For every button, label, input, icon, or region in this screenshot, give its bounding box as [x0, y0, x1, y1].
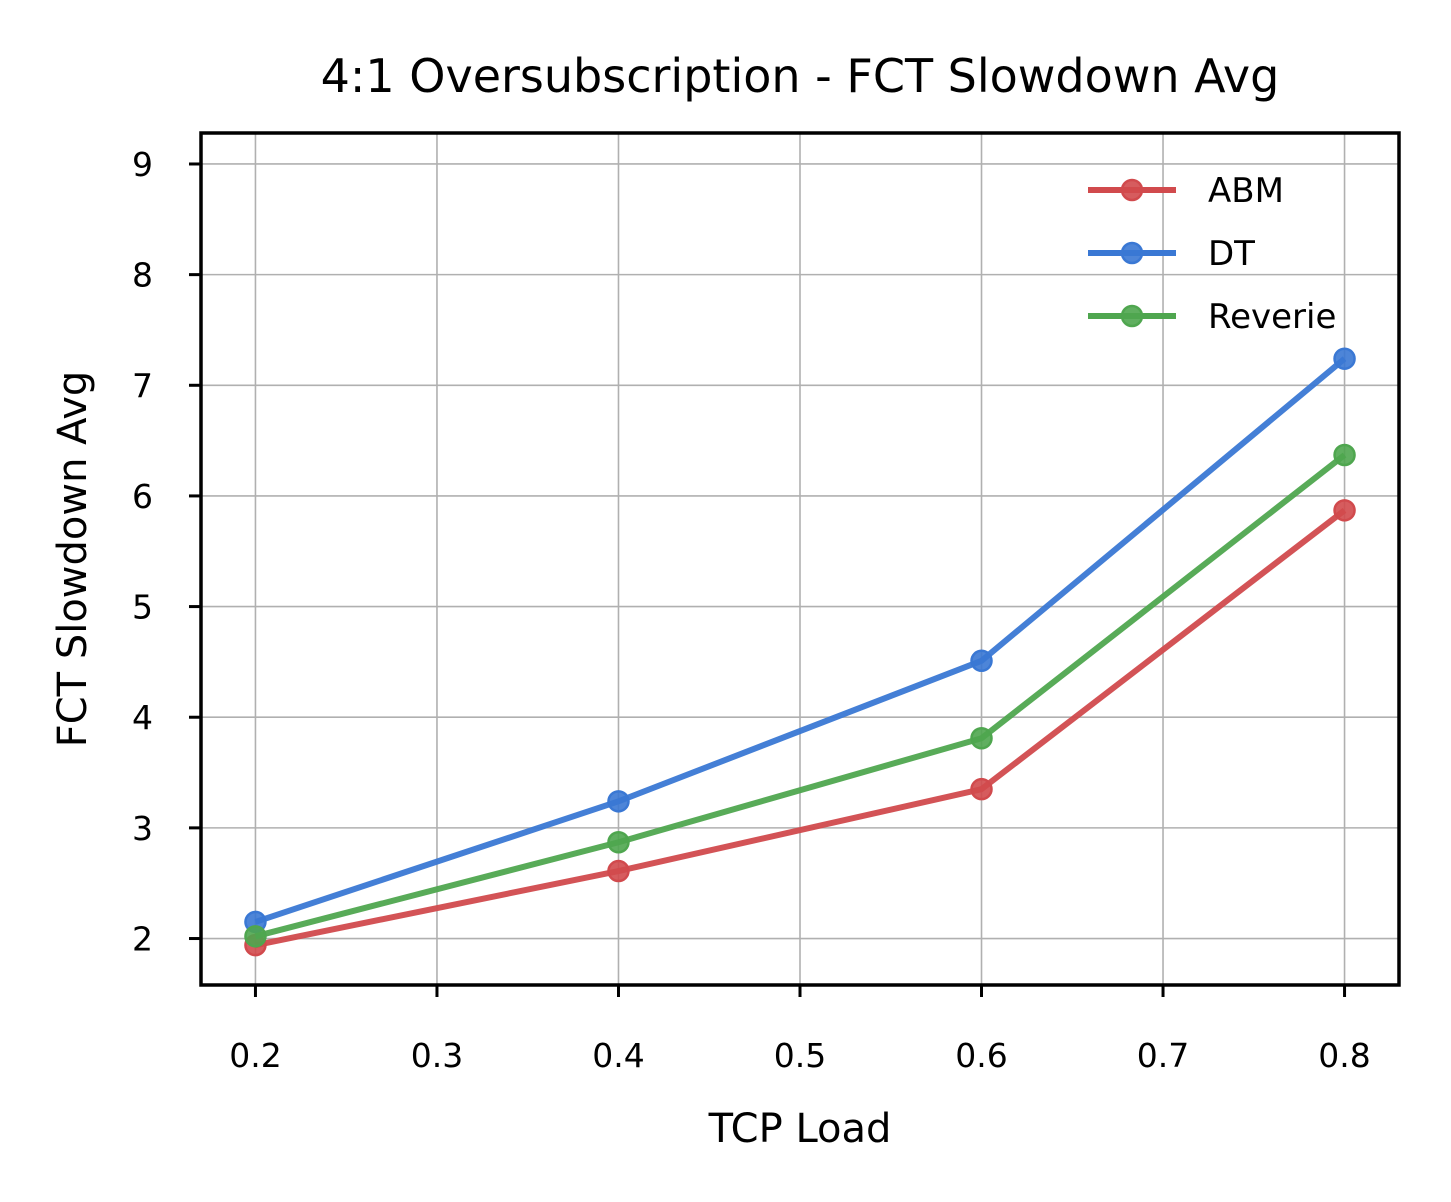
series-line [254, 452, 1347, 940]
x-tick-label: 0.4 [592, 1036, 644, 1075]
data-point [607, 859, 630, 883]
y-tick-label: 8 [132, 256, 153, 295]
data-point [1333, 347, 1356, 370]
legend-marker [1120, 304, 1144, 328]
legend-entry: DT [1088, 234, 1255, 274]
series-line [254, 356, 1347, 925]
y-tick-label: 5 [132, 588, 153, 627]
data-point [607, 790, 630, 813]
data-point [970, 649, 993, 673]
data-point [1333, 499, 1356, 522]
series-lines [244, 347, 1356, 957]
legend-entry: ABM [1088, 171, 1284, 211]
legend-marker [1120, 178, 1144, 202]
x-tick-label: 0.5 [774, 1036, 826, 1075]
series-line [254, 507, 1347, 949]
x-axis-label: TCP Load [708, 1106, 892, 1152]
plot-frame [199, 131, 1401, 987]
x-tick-label: 0.7 [1137, 1036, 1189, 1075]
data-point [970, 777, 993, 801]
legend-label: Reverie [1208, 297, 1336, 337]
y-tick-label: 7 [132, 366, 153, 405]
legend: ABM DT Reverie [1088, 171, 1336, 337]
x-tick-label: 0.3 [411, 1036, 463, 1075]
y-tick-label: 4 [132, 698, 153, 737]
data-point [607, 831, 630, 854]
y-tick-label: 3 [132, 809, 153, 848]
series-reverie [244, 443, 1356, 948]
x-tick-label: 0.6 [955, 1036, 1007, 1075]
data-point [1333, 443, 1356, 467]
axis-ticks: 0.2 0.3 0.4 0.5 0.6 0.7 0.8 2 3 4 5 6 7 8 9 [132, 145, 1371, 1075]
legend-label: DT [1208, 234, 1255, 274]
x-tick-label: 0.8 [1318, 1036, 1370, 1075]
y-tick-label: 9 [132, 145, 153, 184]
legend-marker [1120, 241, 1144, 265]
y-axis-label: FCT Slowdown Avg [50, 371, 96, 748]
grid [201, 133, 1399, 985]
y-tick-label: 2 [132, 920, 153, 959]
y-tick-label: 6 [132, 477, 153, 516]
legend-entry: Reverie [1088, 297, 1336, 337]
data-point [970, 727, 993, 750]
series-abm [244, 499, 1356, 957]
legend-label: ABM [1208, 171, 1284, 211]
chart-title: 4:1 Oversubscription - FCT Slowdown Avg [321, 49, 1280, 103]
x-tick-label: 0.2 [229, 1036, 281, 1075]
data-point [244, 925, 267, 948]
